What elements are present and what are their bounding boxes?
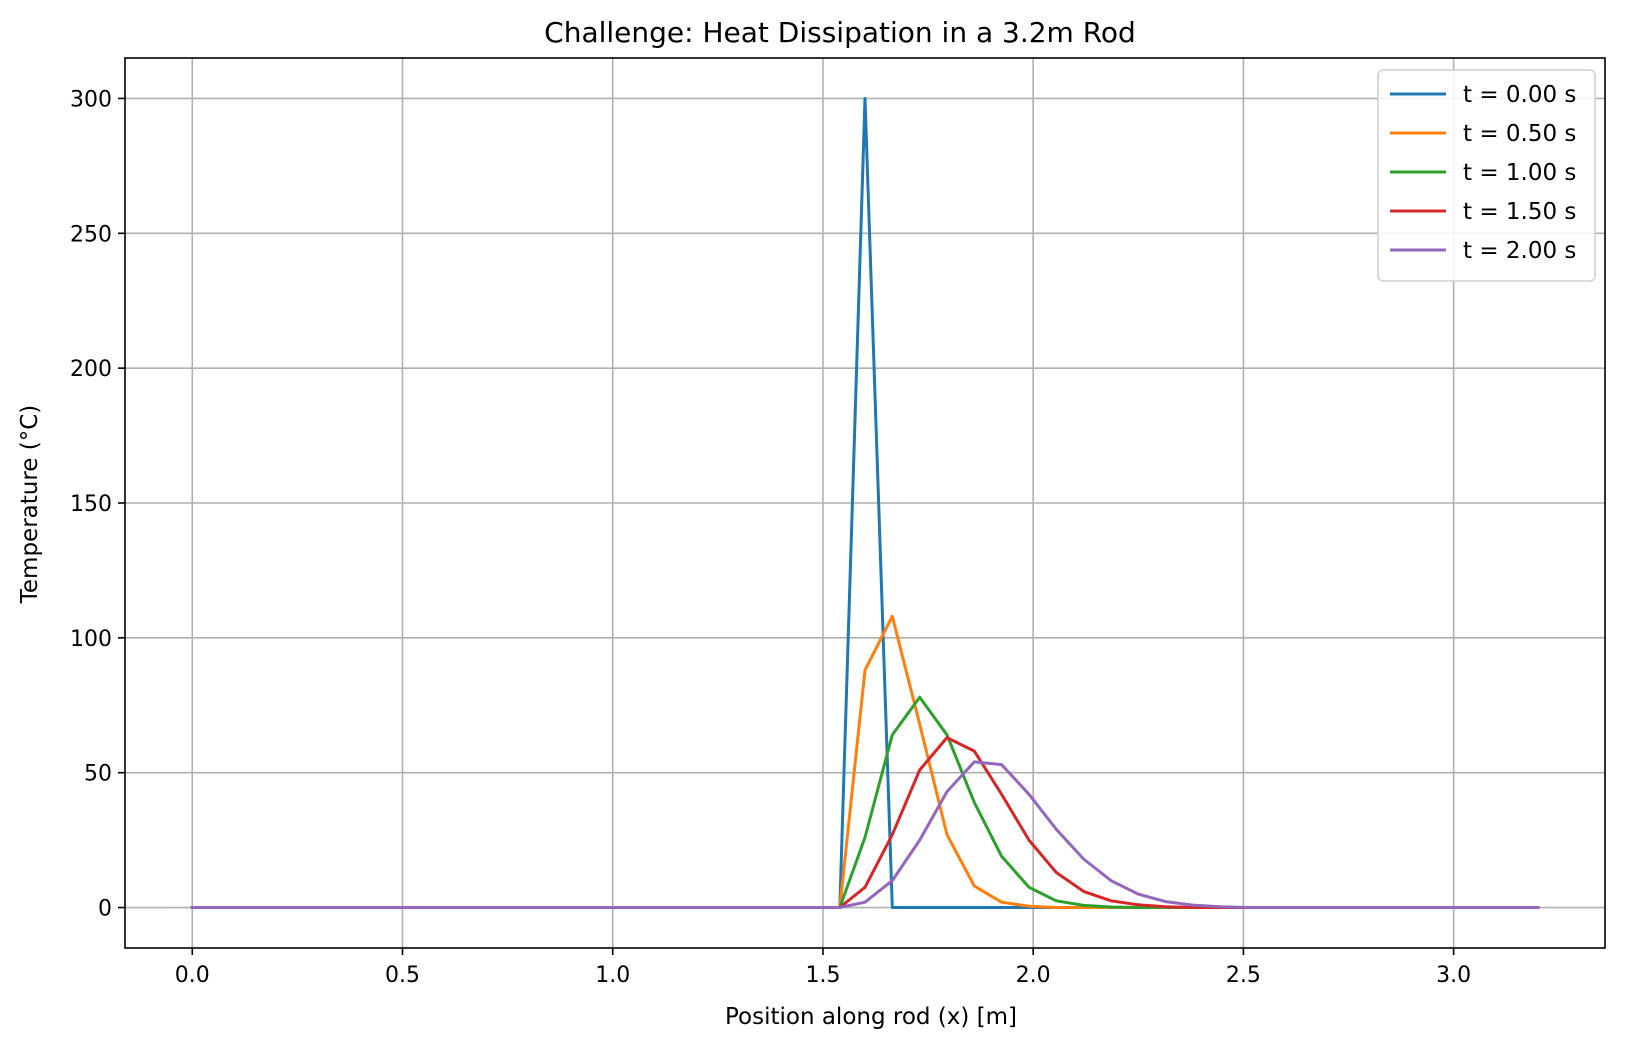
x-tick-label: 0.0 (175, 963, 210, 988)
legend-box (1377, 69, 1596, 282)
y-tick-label: 150 (70, 492, 112, 517)
x-tick-label: 0.5 (385, 963, 420, 988)
y-axis-label: Temperature (°C) (17, 405, 43, 605)
y-tick-label: 300 (70, 87, 112, 112)
series-line-2 (190, 614, 1540, 909)
legend-label: t = 0.00 s (1463, 82, 1576, 108)
legend-label: t = 1.00 s (1463, 160, 1576, 186)
y-tick-label: 100 (70, 627, 112, 652)
y-tick-label: 0 (98, 897, 112, 922)
x-tick-label: 3.0 (1436, 963, 1471, 988)
y-tick-label: 200 (70, 357, 112, 382)
y-tick-label: 250 (70, 222, 112, 247)
x-tick-label: 1.0 (595, 963, 630, 988)
legend: t = 0.00 s t = 0.50 s t = 1.00 s t = 1.50 s… (1377, 69, 1596, 282)
chart-title: Challenge: Heat Dissipation in a 3.2m Ro… (544, 16, 1136, 49)
series-layer (190, 97, 1540, 909)
x-tick-label: 2.0 (1016, 963, 1051, 988)
x-tick-label: 1.5 (805, 963, 840, 988)
legend-label: t = 1.50 s (1463, 199, 1576, 225)
series-line-4 (190, 736, 1540, 909)
series-line-5 (190, 760, 1540, 909)
ticks: 0.0 0.5 1.0 1.5 2.0 2.5 3.0 0 50 100 150 200 250 300 (70, 87, 1471, 988)
legend-label: t = 0.50 s (1463, 121, 1576, 147)
series-line-3 (190, 695, 1540, 909)
x-tick-label: 2.5 (1226, 963, 1261, 988)
legend-label: t = 2.00 s (1463, 238, 1576, 264)
x-axis-label: Position along rod (x) [m] (725, 1004, 1017, 1030)
y-tick-label: 50 (84, 762, 112, 787)
